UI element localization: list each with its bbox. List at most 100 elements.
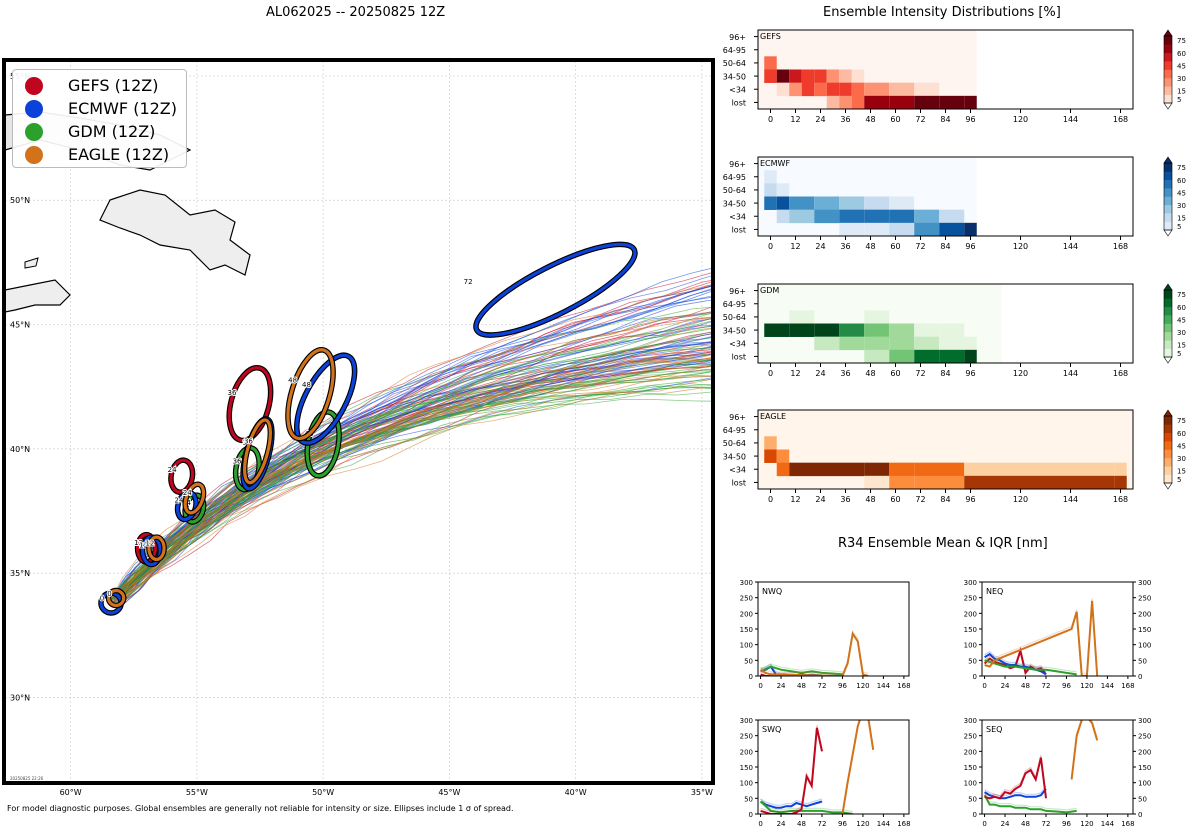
heatmap-cell [764,183,777,197]
heatmap-cell [889,475,915,490]
ensemble-track [113,295,712,600]
colorbar-segment [1164,86,1172,95]
colorbar-tick-label: 75 [1177,37,1186,45]
heatmap-cell [776,69,790,83]
ellipse-ring [147,535,166,562]
r34-y-tick-label: 50 [744,657,753,665]
r34-y-tick-label-right: 100 [1138,642,1151,650]
r34-x-tick-label: 144 [1101,682,1115,690]
row-label: <34 [729,86,746,95]
r34-mean-line [983,794,1077,814]
colorbar-segment [1164,424,1172,434]
r34-y-tick-label: 200 [964,610,977,618]
heatmap-cell [764,449,777,463]
lon-tick-label: 35°W [691,788,713,797]
ellipse-ring [183,482,206,515]
ensemble-track [116,386,712,601]
colorbar-tick-label: 45 [1177,189,1186,197]
r34-y-tick-label: 250 [740,595,753,603]
spread-ellipse-eagle [182,481,207,516]
r34-x-tick-label: 96 [838,820,847,828]
heatmap-cell [939,209,965,224]
r34-x-tick-label: 0 [758,682,762,690]
row-label: 50-64 [723,59,746,68]
row-label: 96+ [729,287,746,296]
heatmap-cell [889,95,915,110]
heatmap-cell [864,82,890,97]
ellipse-hour-label: 24 [168,466,177,474]
r34-y-tick-label: 300 [740,579,753,587]
heatmap-cell [964,349,977,364]
intensity-panel-eagle: EAGLE 96+ 64-95 50-64 34-50 <34 lost 0 12 24 36 48 6… [723,409,1186,504]
r34-y-tick-label: 100 [740,780,753,788]
x-tick-label: 0 [768,495,773,504]
r34-mean-line [759,800,853,814]
r34-x-tick-label: 96 [1062,820,1071,828]
heatmap-cell [764,323,790,337]
heatmap-cell [964,462,1115,477]
colorbar-tick-label: 30 [1177,202,1186,210]
heatmap-cell [826,69,840,83]
heatmap-cell [839,196,865,210]
r34-y-tick-label: 300 [740,717,753,725]
x-tick-label: 144 [1063,369,1078,378]
heatmap-cell [964,475,1115,490]
r34-x-tick-label: 48 [797,820,806,828]
lon-tick-label: 50°W [312,788,334,797]
x-tick-label: 48 [865,115,875,124]
heatmap-cell [889,323,915,337]
heatmap-cell [776,196,790,210]
r34-y-tick-label: 200 [964,748,977,756]
colorbar-segment [1164,306,1172,316]
colorbar-top-arrow [1163,409,1173,417]
heatmap-cell [814,209,840,224]
r34-y-tick-label: 0 [973,673,977,681]
x-tick-label: 84 [940,242,950,251]
map-legend: GEFS (12Z) ECMWF (12Z) GDM (12Z) EAGLE (12Z… [12,69,187,168]
colorbar-tick-label: 15 [1177,87,1186,95]
ellipse-hour-label: 24 [183,489,192,497]
ensemble-track [116,371,712,605]
right-panels: GEFS 96+ 64-95 50-64 34-50 <34 lost 0 12 24 36 48 60… [723,29,1186,828]
heatmap-cell [789,69,802,83]
heatmap-cell [776,462,790,477]
colorbar-tick-label: 5 [1177,223,1181,231]
heatmap-cell [839,95,852,110]
ensemble-track [120,290,712,605]
heatmap-cell [851,95,865,110]
heatmap-cell [914,323,940,337]
heatmap-cell [939,323,965,337]
row-label: 34-50 [723,326,746,335]
x-tick-label: 168 [1113,369,1128,378]
x-tick-label: 96 [965,242,975,251]
colorbar-bottom-arrow [1163,482,1173,490]
r34-mean-line [760,727,823,814]
ellipse-ring [169,458,195,494]
colorbar-segment [1164,441,1172,450]
r34-y-tick-label: 100 [964,780,977,788]
r34-panel-label: SWQ [762,725,781,734]
row-label: 96+ [729,160,746,169]
r34-mean-line [760,665,843,676]
ellipse-hour-label: 72 [464,278,473,286]
x-tick-label: 84 [940,115,950,124]
r34-x-tick-label: 0 [982,682,986,690]
heatmap-cell [764,56,777,70]
ensemble-track [116,318,712,597]
r34-panel-label: SEQ [986,725,1002,734]
r34-y-tick-label-right: 250 [1138,733,1151,741]
x-tick-label: 144 [1063,115,1078,124]
legend-marker [25,122,43,141]
r34-x-tick-label: 48 [797,682,806,690]
heatmap-cell [914,95,940,110]
row-label: 96+ [729,33,746,42]
r34-x-tick-label: 120 [856,820,869,828]
row-label: 64-95 [723,46,746,55]
colorbar-bottom-arrow [1163,356,1173,364]
ensemble-track [110,311,712,606]
x-tick-label: 120 [1013,495,1028,504]
x-tick-label: 60 [890,115,900,124]
x-tick-label: 48 [865,495,875,504]
